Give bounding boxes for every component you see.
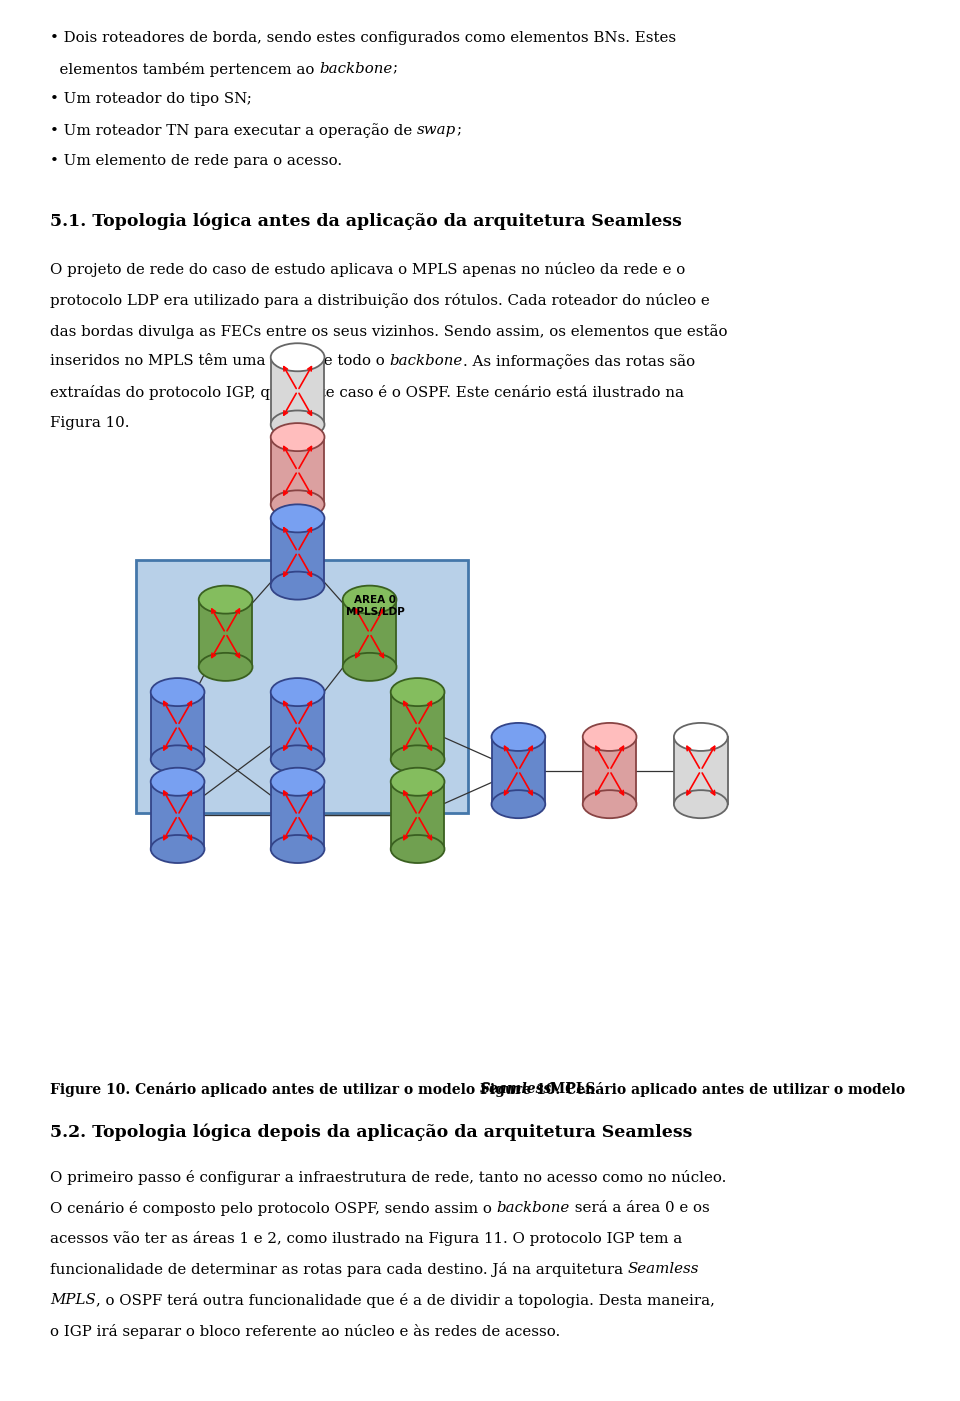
Polygon shape (391, 692, 444, 759)
Ellipse shape (391, 768, 444, 796)
Text: MPLS: MPLS (50, 1293, 96, 1307)
Ellipse shape (271, 410, 324, 439)
Text: backbone: backbone (319, 62, 393, 76)
Text: backbone: backbone (390, 354, 463, 368)
Text: O primeiro passo é configurar a infraestrutura de rede, tanto no acesso como no : O primeiro passo é configurar a infraest… (50, 1170, 727, 1185)
Text: o IGP irá separar o bloco referente ao núcleo e às redes de acesso.: o IGP irá separar o bloco referente ao n… (50, 1324, 561, 1339)
Ellipse shape (151, 768, 204, 796)
Polygon shape (583, 737, 636, 804)
Text: MPLS.: MPLS. (545, 1082, 600, 1096)
Polygon shape (271, 518, 324, 586)
Text: swap: swap (417, 123, 456, 137)
Text: funcionalidade de determinar as rotas para cada destino. Já na arquitetura: funcionalidade de determinar as rotas pa… (50, 1262, 628, 1278)
Polygon shape (492, 737, 545, 804)
Text: , o OSPF terá outra funcionalidade que é a de dividir a topologia. Desta maneira: , o OSPF terá outra funcionalidade que é… (96, 1293, 714, 1309)
Ellipse shape (271, 745, 324, 773)
Text: ;: ; (393, 62, 397, 76)
Text: • Um roteador do tipo SN;: • Um roteador do tipo SN; (50, 92, 252, 106)
Text: O cenário é composto pelo protocolo OSPF, sendo assim o: O cenário é composto pelo protocolo OSPF… (50, 1201, 496, 1216)
Ellipse shape (271, 835, 324, 863)
Ellipse shape (271, 343, 324, 371)
Ellipse shape (391, 745, 444, 773)
Ellipse shape (271, 678, 324, 706)
Text: Figure 10. Cenário aplicado antes de utilizar o modelo                     MPLS.: Figure 10. Cenário aplicado antes de uti… (480, 1082, 960, 1097)
Text: das bordas divulga as FECs entre os seus vizinhos. Sendo assim, os elementos que: das bordas divulga as FECs entre os seus… (50, 324, 728, 339)
Ellipse shape (271, 490, 324, 518)
Ellipse shape (151, 745, 204, 773)
Text: 5.2. Topologia lógica depois da aplicação da arquitetura Seamless: 5.2. Topologia lógica depois da aplicaçã… (50, 1124, 692, 1140)
Text: 5.1. Topologia lógica antes da aplicação da arquitetura Seamless: 5.1. Topologia lógica antes da aplicação… (50, 213, 682, 230)
Polygon shape (151, 692, 204, 759)
Text: Seamless: Seamless (480, 1082, 552, 1096)
Text: Figure 10. Cenário aplicado antes de utilizar o modelo: Figure 10. Cenário aplicado antes de uti… (50, 1082, 480, 1097)
Polygon shape (674, 737, 728, 804)
Polygon shape (271, 692, 324, 759)
Ellipse shape (199, 586, 252, 614)
Ellipse shape (391, 835, 444, 863)
Text: • Um roteador TN para executar a operação de: • Um roteador TN para executar a operaçã… (50, 123, 417, 139)
Ellipse shape (674, 790, 728, 818)
Ellipse shape (583, 790, 636, 818)
Polygon shape (151, 782, 204, 849)
Text: • Dois roteadores de borda, sendo estes configurados como elementos BNs. Estes: • Dois roteadores de borda, sendo estes … (50, 31, 676, 45)
Text: Figure 10. Cenário aplicado antes de utilizar o modelo: Figure 10. Cenário aplicado antes de uti… (480, 1082, 910, 1097)
Ellipse shape (151, 678, 204, 706)
Ellipse shape (151, 835, 204, 863)
Text: backbone: backbone (496, 1201, 570, 1215)
Ellipse shape (271, 768, 324, 796)
Ellipse shape (492, 790, 545, 818)
Text: AREA 0
MPLS/LDP: AREA 0 MPLS/LDP (347, 595, 405, 616)
Ellipse shape (343, 586, 396, 614)
Text: elementos também pertencem ao: elementos também pertencem ao (50, 62, 319, 77)
Ellipse shape (492, 723, 545, 751)
Text: protocolo LDP era utilizado para a distribuição dos rótulos. Cada roteador do nú: protocolo LDP era utilizado para a distr… (50, 293, 709, 308)
FancyBboxPatch shape (136, 560, 468, 813)
Polygon shape (199, 600, 252, 667)
Text: • Um elemento de rede para o acesso.: • Um elemento de rede para o acesso. (50, 154, 342, 168)
Ellipse shape (271, 423, 324, 451)
Ellipse shape (271, 504, 324, 532)
Ellipse shape (391, 678, 444, 706)
Text: . As informações das rotas são: . As informações das rotas são (463, 354, 695, 370)
Text: O projeto de rede do caso de estudo aplicava o MPLS apenas no núcleo da rede e o: O projeto de rede do caso de estudo apli… (50, 262, 685, 277)
Polygon shape (391, 782, 444, 849)
Text: inseridos no MPLS têm uma visão de todo o: inseridos no MPLS têm uma visão de todo … (50, 354, 390, 368)
Ellipse shape (271, 572, 324, 600)
Text: será a área 0 e os: será a área 0 e os (570, 1201, 709, 1215)
Text: ;: ; (456, 123, 462, 137)
Polygon shape (271, 437, 324, 504)
Polygon shape (271, 357, 324, 425)
Polygon shape (343, 600, 396, 667)
Ellipse shape (199, 653, 252, 681)
Text: Seamless: Seamless (628, 1262, 699, 1276)
Polygon shape (271, 782, 324, 849)
Ellipse shape (583, 723, 636, 751)
Text: Figura 10.: Figura 10. (50, 416, 130, 430)
Ellipse shape (343, 653, 396, 681)
Text: extraídas do protocolo IGP, que neste caso é o OSPF. Este cenário está ilustrado: extraídas do protocolo IGP, que neste ca… (50, 385, 684, 401)
Ellipse shape (674, 723, 728, 751)
Text: acessos vão ter as áreas 1 e 2, como ilustrado na Figura 11. O protocolo IGP tem: acessos vão ter as áreas 1 e 2, como ilu… (50, 1231, 683, 1247)
